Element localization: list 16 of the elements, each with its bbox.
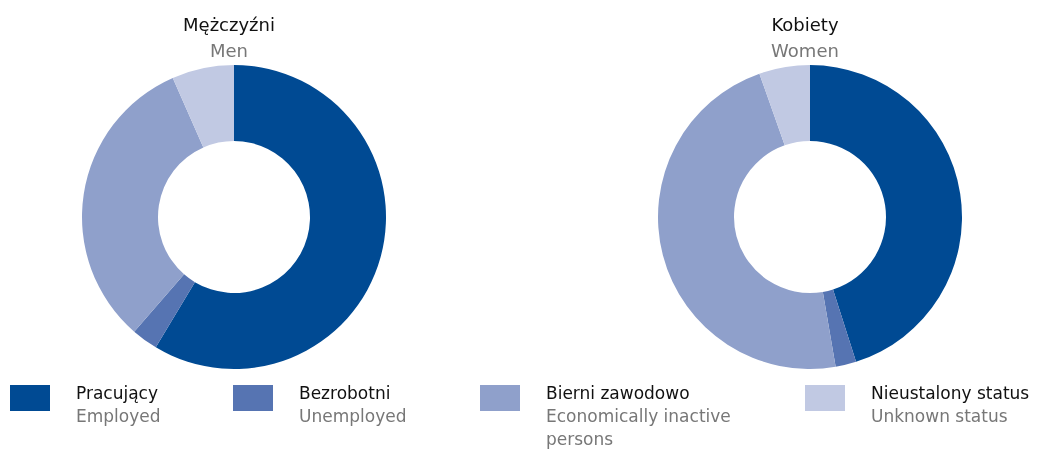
- donut-slice: [810, 65, 962, 362]
- donut-slice: [155, 65, 386, 369]
- donut-slice: [172, 65, 234, 148]
- chart-subtitle: Women: [770, 39, 840, 63]
- donut-slice: [822, 289, 857, 367]
- legend-label: Nieustalony status Unknown status: [871, 382, 1030, 428]
- legend-label: Pracujący Employed: [76, 382, 161, 428]
- donut-slice: [134, 274, 195, 348]
- legend-label: Bierni zawodowo Economically inactive persons: [546, 382, 732, 451]
- donut-slice: [759, 65, 810, 146]
- donut-slice: [82, 77, 204, 332]
- donut-slice: [658, 73, 836, 369]
- chart-title: Mężczyźni: [182, 13, 276, 37]
- chart-title: Kobiety: [770, 13, 840, 37]
- legend-label: Bezrobotni Unemployed: [299, 382, 407, 428]
- chart-subtitle: Men: [209, 39, 249, 63]
